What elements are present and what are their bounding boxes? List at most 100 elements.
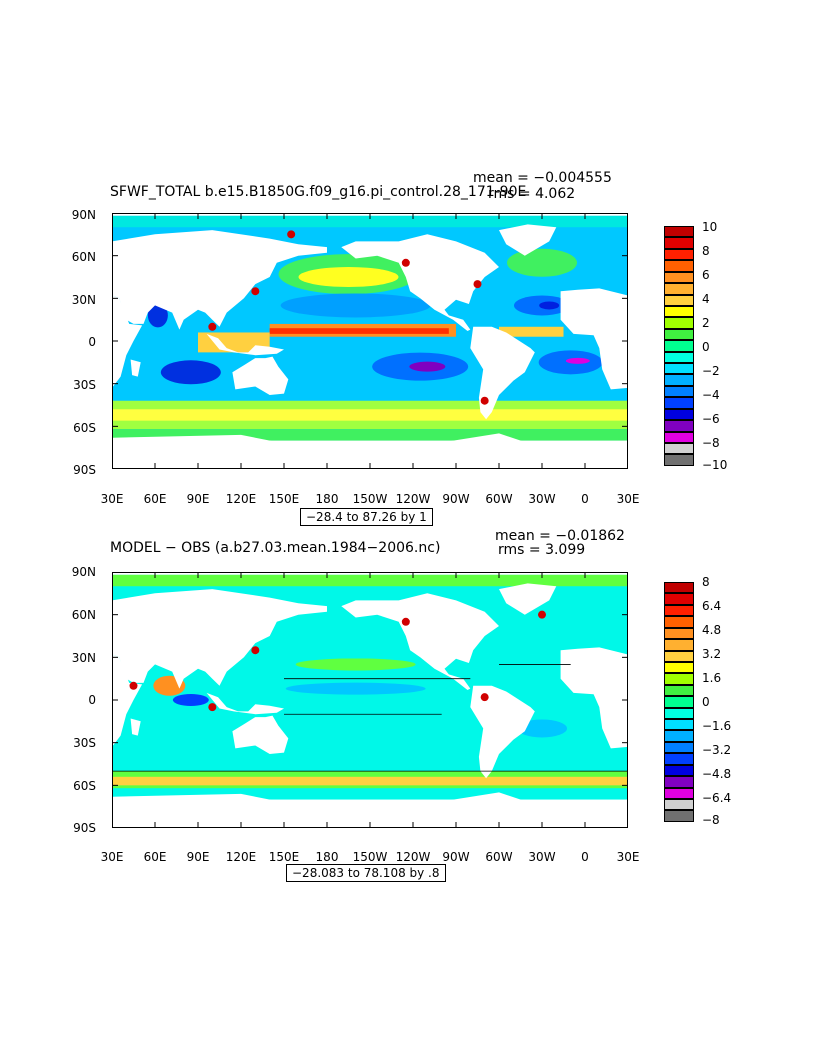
- landmass: [470, 326, 535, 420]
- lon-label: 0: [581, 492, 589, 506]
- lon-label: 30E: [100, 850, 124, 864]
- colorbar-label: 8: [702, 244, 710, 258]
- ocean-field-map: [111, 212, 629, 470]
- lat-label: 90S: [73, 463, 96, 477]
- lon-label: 30E: [100, 492, 124, 506]
- colorbar-label: 1.6: [702, 671, 722, 685]
- colorbar-label: −4.8: [702, 767, 732, 781]
- mean-label: mean = −0.01862: [495, 528, 625, 544]
- colorbar-swatch: [664, 764, 694, 777]
- colorbar-label: 0: [702, 340, 710, 354]
- colorbar-swatch: [664, 776, 694, 788]
- colorbar-swatch: [664, 639, 694, 651]
- landmass: [112, 433, 628, 469]
- colorbar-swatch: [664, 294, 694, 306]
- landmass: [560, 288, 628, 390]
- lon-label: 30E: [616, 850, 640, 864]
- lon-label: 60W: [485, 492, 513, 506]
- colorbar-swatch: [664, 753, 694, 765]
- colorbar-label: 4: [702, 292, 710, 306]
- colorbar-label: −6: [702, 412, 720, 426]
- colorbar: [664, 226, 694, 466]
- colorbar-swatch: [664, 237, 694, 249]
- colorbar-swatch: [664, 627, 694, 640]
- colorbar-swatch: [664, 684, 694, 697]
- lon-label: 60W: [485, 850, 513, 864]
- lon-label: 30W: [528, 850, 556, 864]
- landmass: [232, 356, 289, 395]
- landmass: [130, 359, 141, 377]
- lat-label: 60S: [73, 421, 96, 435]
- landmass: [470, 685, 535, 779]
- colorbar-swatch: [664, 593, 694, 605]
- lon-label: 0: [581, 850, 589, 864]
- lat-label: 0: [88, 335, 96, 349]
- panel-title: SFWF_TOTAL b.e15.B1850G.f09_g16.pi_contr…: [110, 184, 527, 200]
- colorbar-label: −8: [702, 813, 720, 827]
- lat-label: 30N: [71, 293, 96, 307]
- colorbar-label: −2: [702, 364, 720, 378]
- landmass: [499, 224, 557, 256]
- lat-label: 60S: [73, 779, 96, 793]
- lat-label: 60N: [71, 608, 96, 622]
- colorbar-label: 3.2: [702, 647, 722, 661]
- colorbar-label: 2: [702, 316, 710, 330]
- colorbar-swatch: [664, 374, 694, 386]
- lon-label: 90W: [442, 492, 470, 506]
- colorbar-swatch: [664, 271, 694, 284]
- colorbar-swatch: [664, 420, 694, 432]
- rms-label: rms = 3.099: [498, 542, 586, 558]
- colorbar-label: 8: [702, 575, 710, 589]
- contour-info: −28.083 to 78.108 by .8: [286, 864, 446, 882]
- lat-label: 30N: [71, 651, 96, 665]
- landmass: [206, 692, 284, 715]
- colorbar-swatch: [664, 799, 694, 811]
- landmass: [499, 583, 557, 615]
- lon-label: 150E: [268, 850, 300, 864]
- map-plot: [111, 212, 629, 470]
- colorbar-label: −4: [702, 388, 720, 402]
- colorbar-swatch: [664, 582, 694, 594]
- landmass: [112, 295, 143, 388]
- colorbar-swatch: [664, 363, 694, 375]
- lon-label: 120W: [395, 850, 431, 864]
- colorbar-swatch: [664, 317, 694, 329]
- colorbar-label: 6: [702, 268, 710, 282]
- lon-label: 120W: [395, 492, 431, 506]
- lat-label: 30S: [73, 378, 96, 392]
- colorbar-swatch: [664, 810, 694, 822]
- colorbar-label: 6.4: [702, 599, 722, 613]
- colorbar-swatch: [664, 730, 694, 742]
- colorbar-swatch: [664, 616, 694, 628]
- mean-label: mean = −0.004555: [473, 170, 612, 186]
- lon-label: 60E: [143, 492, 167, 506]
- lat-label: 90N: [71, 565, 96, 579]
- lon-label: 120E: [225, 492, 257, 506]
- colorbar-swatch: [664, 328, 694, 341]
- colorbar-swatch: [664, 408, 694, 421]
- colorbar-swatch: [664, 673, 694, 685]
- lon-label: 180: [315, 850, 339, 864]
- lon-label: 150W: [352, 850, 388, 864]
- colorbar-swatch: [664, 305, 694, 318]
- lon-label: 150E: [268, 492, 300, 506]
- map-plot: [69, 571, 809, 829]
- lon-label: 90E: [186, 850, 210, 864]
- ocean-difference-map: [69, 571, 809, 829]
- colorbar-swatch: [664, 787, 694, 800]
- lat-label: 0: [88, 693, 96, 707]
- contour-info: −28.4 to 87.26 by 1: [300, 508, 433, 526]
- colorbar-swatch: [664, 707, 694, 720]
- colorbar-swatch: [664, 385, 694, 398]
- colorbar-swatch: [664, 397, 694, 409]
- colorbar-swatch: [664, 260, 694, 272]
- colorbar-swatch: [664, 454, 694, 466]
- lon-label: 90W: [442, 850, 470, 864]
- lon-label: 60E: [143, 850, 167, 864]
- colorbar-label: 10: [702, 220, 718, 234]
- colorbar-swatch: [664, 650, 694, 662]
- colorbar-swatch: [664, 351, 694, 364]
- colorbar-swatch: [664, 248, 694, 261]
- landmass: [232, 715, 289, 754]
- colorbar-label: −1.6: [702, 719, 732, 733]
